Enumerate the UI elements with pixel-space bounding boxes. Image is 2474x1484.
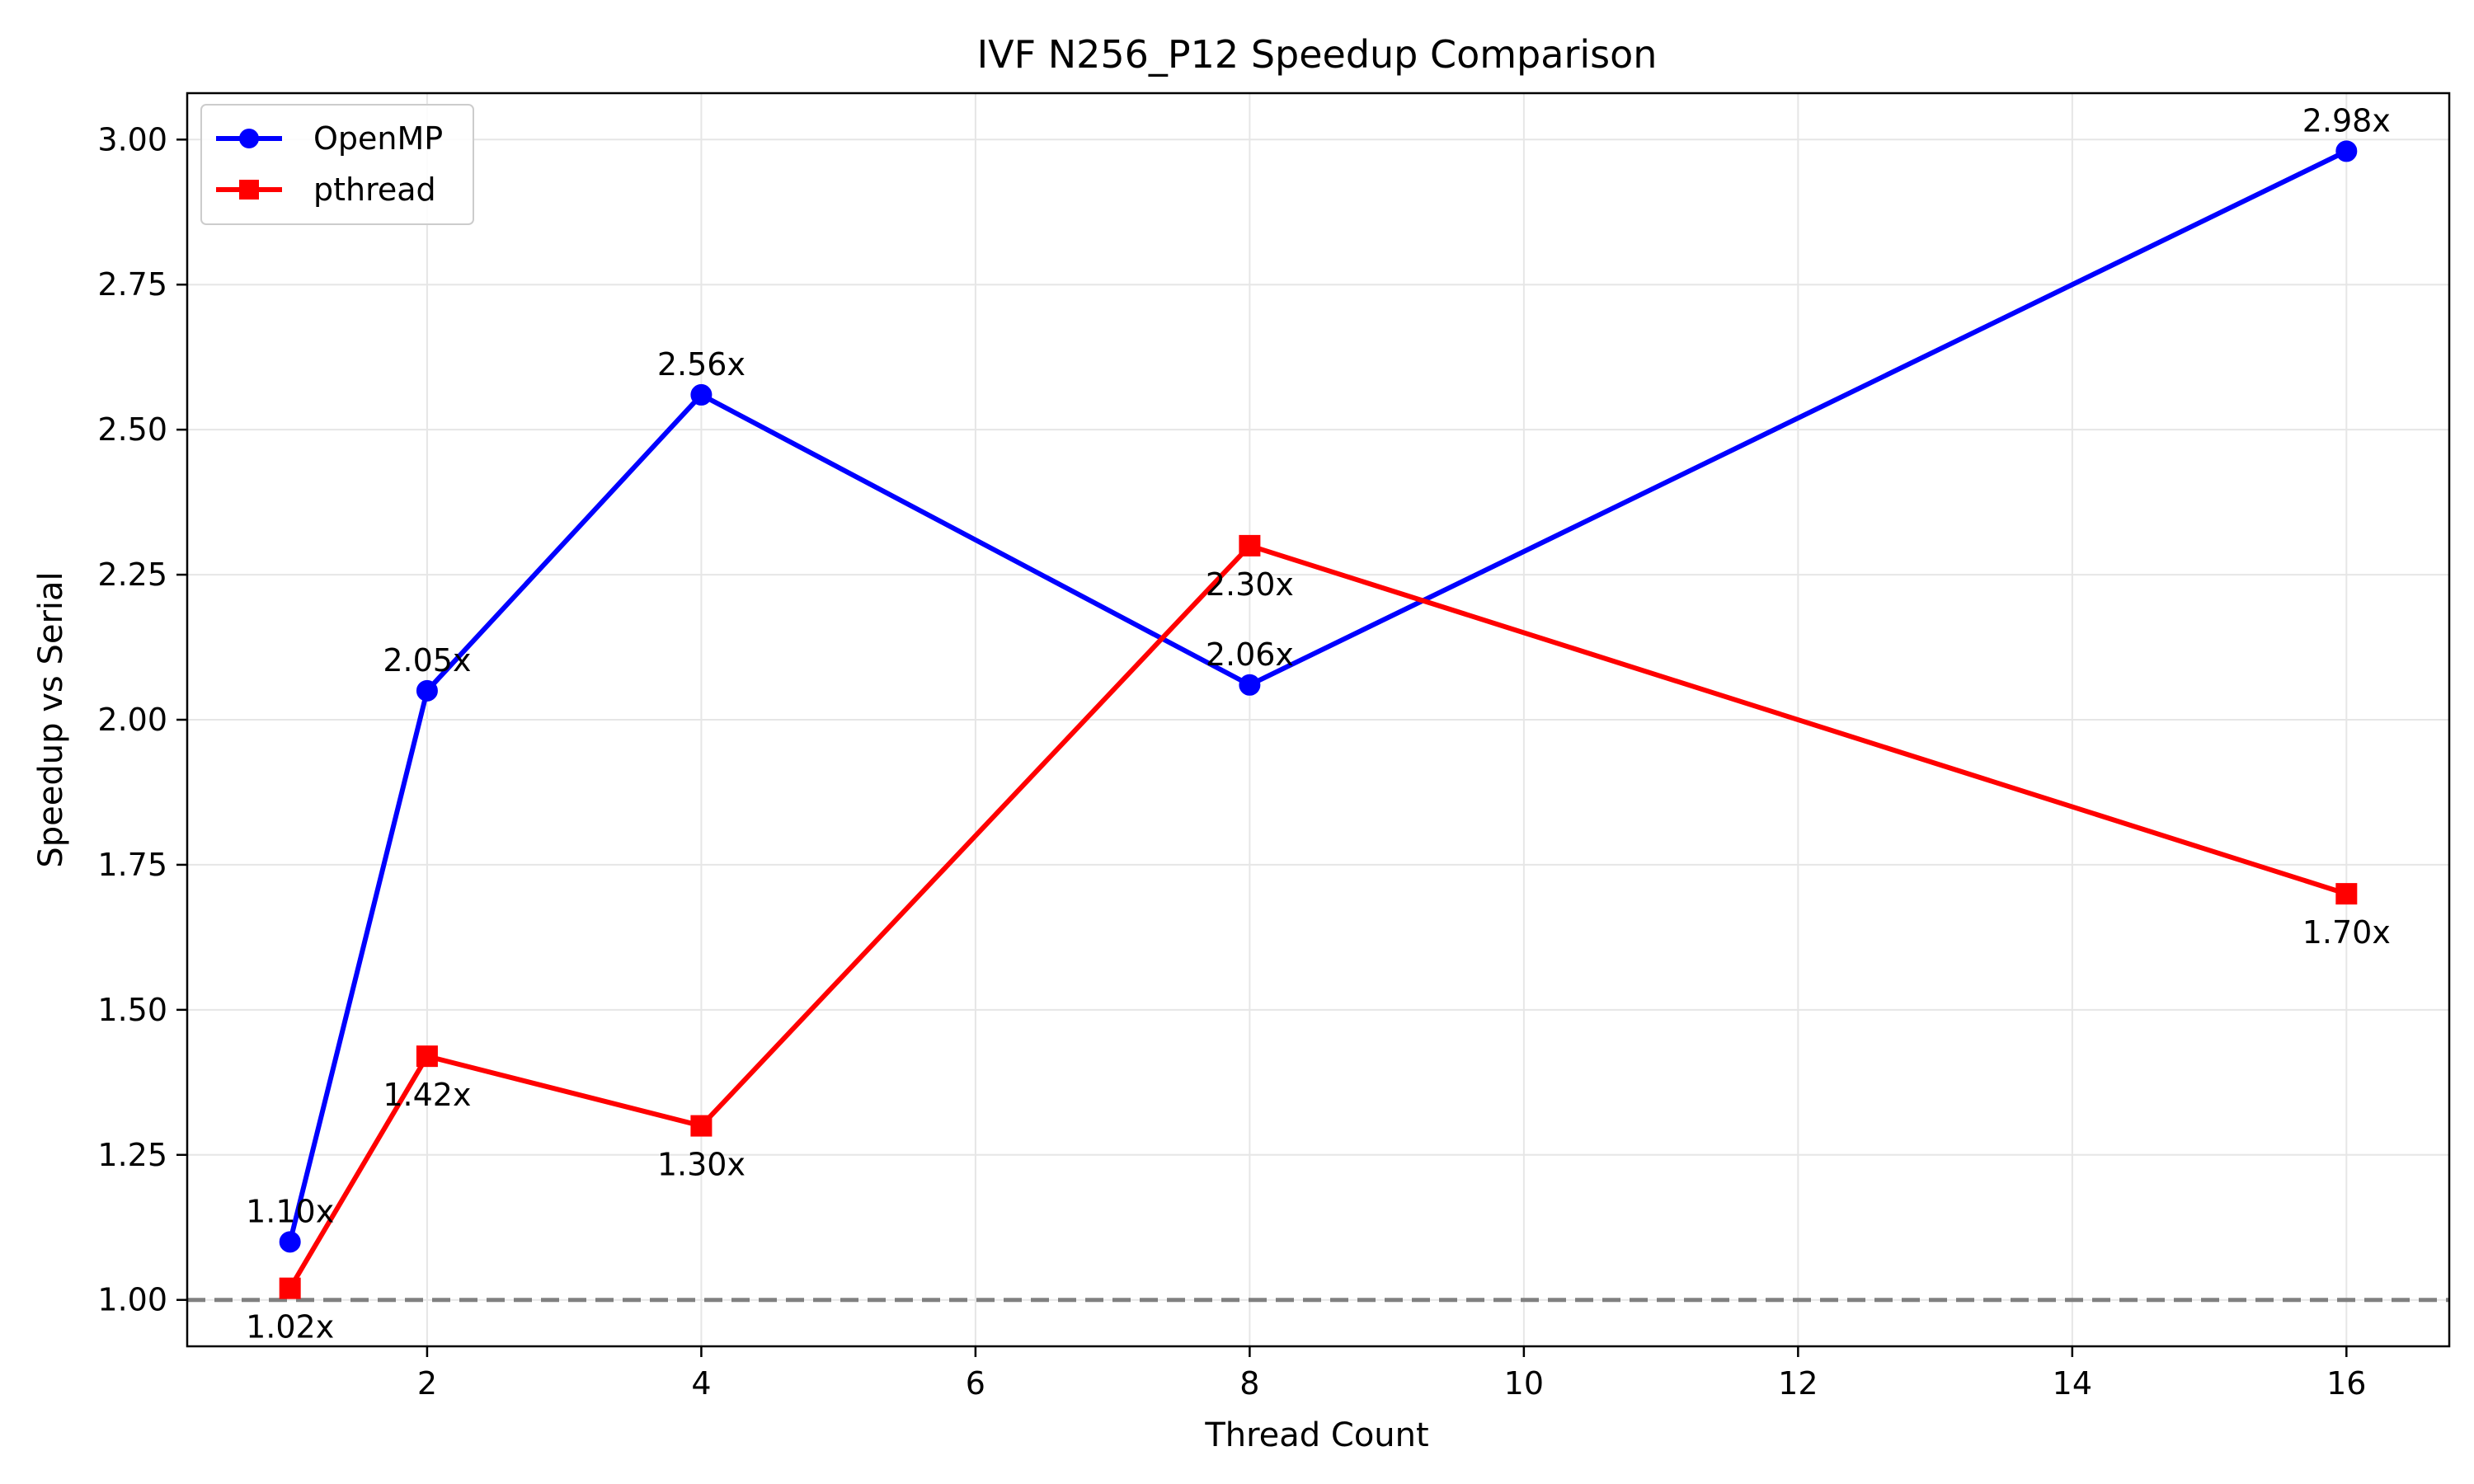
- series-line-pthread: [288, 542, 2348, 1290]
- legend-label-openmp: OpenMP: [313, 120, 443, 157]
- data-label-openmp: 2.05x: [383, 642, 471, 679]
- data-point-pthread: [279, 1277, 301, 1299]
- x-tick-label: 6: [966, 1365, 985, 1402]
- legend-marker-pthread: [239, 180, 259, 200]
- y-tick-label: 3.00: [97, 121, 167, 157]
- data-point-pthread: [2335, 883, 2358, 905]
- x-tick-label: 16: [2326, 1365, 2366, 1402]
- data-label-pthread: 1.30x: [657, 1147, 745, 1183]
- x-tick-label: 4: [691, 1365, 711, 1402]
- series-lines: [279, 140, 2358, 1299]
- data-label-openmp: 2.98x: [2302, 102, 2391, 139]
- y-tick-label: 1.25: [97, 1137, 167, 1173]
- grid-lines: [187, 93, 2449, 1346]
- legend: OpenMP pthread: [200, 104, 474, 225]
- x-tick-label: 12: [1778, 1365, 1818, 1402]
- x-tick-label: 8: [1239, 1365, 1259, 1402]
- y-axis-ticks: 1.00 1.25 1.50 1.75 2.00 2.25 2.50 2.75 3.00: [97, 121, 187, 1318]
- data-label-pthread: 1.02x: [246, 1309, 334, 1345]
- y-axis-label: Speedup vs Serial: [32, 571, 70, 867]
- y-tick-label: 2.75: [97, 266, 167, 303]
- data-point-pthread: [690, 1115, 713, 1137]
- legend-marker-openmp: [239, 129, 259, 148]
- data-label-openmp: 2.06x: [1206, 636, 1294, 673]
- y-tick-label: 1.00: [97, 1282, 167, 1318]
- y-tick-label: 2.50: [97, 411, 167, 448]
- data-point-pthread: [416, 1045, 438, 1068]
- x-tick-label: 2: [417, 1365, 437, 1402]
- chart-title: IVF N256_P12 Speedup Comparison: [977, 32, 1658, 77]
- y-tick-label: 1.50: [97, 992, 167, 1028]
- y-tick-label: 1.75: [97, 847, 167, 883]
- x-tick-label: 14: [2053, 1365, 2092, 1402]
- data-point-openmp: [2335, 140, 2358, 162]
- data-point-pthread: [1239, 534, 1261, 556]
- y-tick-label: 2.00: [97, 702, 167, 738]
- data-point-openmp: [279, 1231, 301, 1253]
- data-label-pthread: 1.70x: [2302, 914, 2391, 951]
- data-label-openmp: 2.56x: [657, 346, 745, 383]
- x-tick-label: 10: [1504, 1365, 1544, 1402]
- data-label-openmp: 1.10x: [246, 1193, 334, 1229]
- legend-box: [200, 104, 474, 225]
- series-line-openmp: [287, 148, 2348, 1243]
- y-tick-label: 2.25: [97, 556, 167, 593]
- data-label-pthread: 1.42x: [383, 1077, 471, 1113]
- x-axis-label: Thread Count: [1204, 1416, 1428, 1454]
- data-point-openmp: [690, 383, 713, 406]
- data-labels: 1.10x 2.05x 2.56x 2.06x 2.98x 1.02x 1.42x 1.30x…: [246, 102, 2391, 1345]
- x-axis-ticks: 2 4 6 8 10 12 14 16: [417, 1346, 2366, 1402]
- data-point-openmp: [416, 679, 438, 702]
- data-label-pthread: 2.30x: [1206, 566, 1294, 603]
- legend-label-pthread: pthread: [313, 171, 436, 208]
- data-point-openmp: [1239, 674, 1261, 696]
